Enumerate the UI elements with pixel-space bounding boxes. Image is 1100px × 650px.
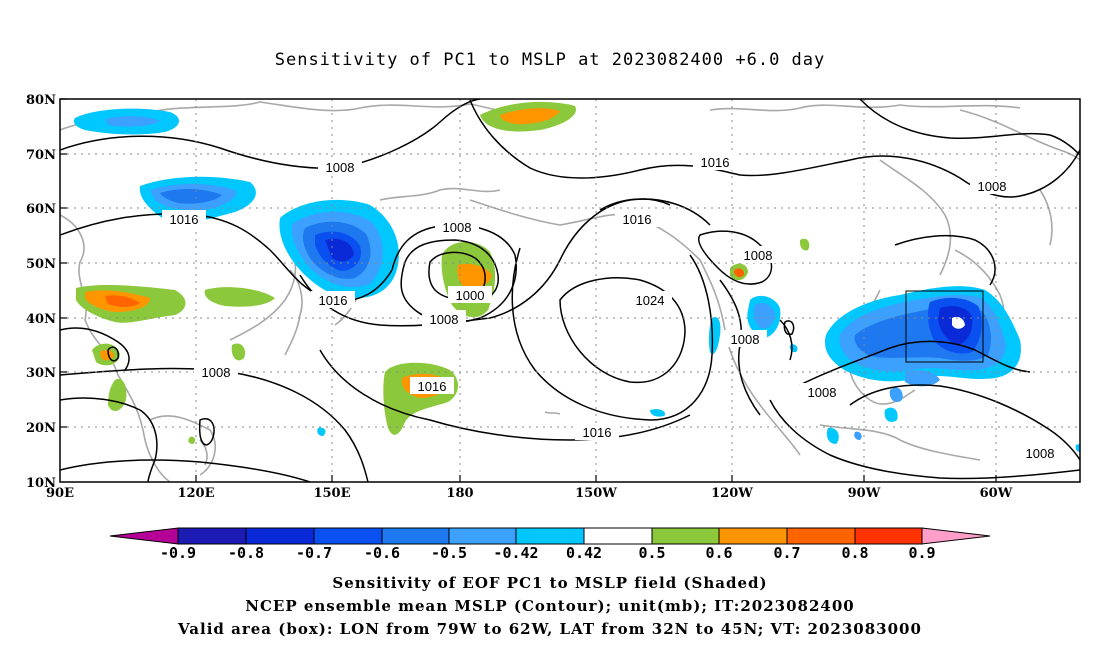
contour-label: 1008 bbox=[808, 385, 837, 400]
lon-label: 180 bbox=[446, 486, 473, 501]
contour-label: 1016 bbox=[418, 379, 447, 394]
caption-shading: Sensitivity of EOF PC1 to MSLP field (Sh… bbox=[332, 574, 768, 592]
colorbar-label: 0.8 bbox=[841, 544, 868, 562]
colorbar-label: 0.9 bbox=[908, 544, 935, 562]
lon-label: 150E bbox=[313, 486, 350, 501]
colorbar-label: -0.9 bbox=[160, 544, 196, 562]
colorbar-segment bbox=[718, 527, 788, 545]
lat-label: 20N bbox=[26, 421, 56, 436]
contour-label: 1008 bbox=[430, 312, 459, 327]
colorbar-label: -0.8 bbox=[228, 544, 264, 562]
lat-label: 60N bbox=[26, 202, 56, 217]
colorbar-label: 0.7 bbox=[773, 544, 800, 562]
caption-contour: NCEP ensemble mean MSLP (Contour); unit(… bbox=[245, 597, 855, 615]
contour-label: 1016 bbox=[701, 155, 730, 170]
contour-label: 1024 bbox=[636, 293, 665, 308]
axis-ticks bbox=[60, 98, 997, 482]
lon-label: 120E bbox=[177, 486, 214, 501]
figure-title: Sensitivity of PC1 to MSLP at 2023082400… bbox=[274, 50, 826, 70]
colorbar-segment bbox=[177, 527, 247, 545]
colorbar: -0.9 -0.8 -0.7 -0.6 -0.5 -0.42 0.42 0.5 … bbox=[109, 527, 991, 562]
colorbar-segment bbox=[786, 527, 856, 545]
contour-label: 1008 bbox=[1026, 446, 1055, 461]
colorbar-segment bbox=[448, 527, 517, 545]
colorbar-label: -0.5 bbox=[431, 544, 467, 562]
colorbar-segment bbox=[515, 527, 585, 545]
colorbar-end-right bbox=[921, 527, 991, 545]
contour-label: 1008 bbox=[202, 365, 231, 380]
colorbar-label: -0.42 bbox=[493, 544, 538, 562]
contour-label: 1008 bbox=[744, 248, 773, 263]
map-area: 1008 1016 1016 1008 1008 1016 1008 1016 … bbox=[60, 99, 1080, 482]
lat-label: 10N bbox=[26, 476, 56, 491]
colorbar-label: -0.6 bbox=[364, 544, 400, 562]
colorbar-label: 0.6 bbox=[705, 544, 732, 562]
contour-label: 1016 bbox=[623, 212, 652, 227]
colorbar-label: 0.42 bbox=[566, 544, 602, 562]
contour-label: 1008 bbox=[326, 160, 355, 175]
colorbar-segment bbox=[381, 527, 450, 545]
valid-area-box bbox=[905, 290, 984, 363]
colorbar-end-left bbox=[109, 527, 179, 545]
latitude-labels: 80N 70N 60N 50N 40N 30N 20N 10N bbox=[26, 93, 56, 491]
contour-label: 1016 bbox=[170, 212, 199, 227]
lat-label: 50N bbox=[26, 257, 56, 272]
map-frame bbox=[59, 98, 1081, 483]
longitude-labels: 90E 120E 150E 180 150W 120W 90W 60W bbox=[46, 486, 1013, 501]
contour-label: 1016 bbox=[583, 425, 612, 440]
colorbar-segment bbox=[651, 527, 720, 545]
contour-labels: 1008 1016 1016 1008 1008 1016 1008 1016 … bbox=[162, 153, 1062, 461]
colorbar-label: -0.7 bbox=[296, 544, 332, 562]
lat-label: 70N bbox=[26, 148, 56, 163]
lon-label: 120W bbox=[711, 486, 753, 501]
contour-label: 1000 bbox=[456, 288, 485, 303]
colorbar-segment bbox=[583, 527, 653, 545]
lat-label: 80N bbox=[26, 93, 56, 108]
caption-valid-area: Valid area (box): LON from 79W to 62W, L… bbox=[178, 620, 922, 638]
colorbar-segment bbox=[245, 527, 315, 545]
colorbar-segment bbox=[313, 527, 383, 545]
contour-label: 1008 bbox=[978, 179, 1007, 194]
lat-label: 30N bbox=[26, 366, 56, 381]
lon-label: 90E bbox=[46, 486, 74, 501]
lat-label: 40N bbox=[26, 312, 56, 327]
lon-label: 60W bbox=[980, 486, 1013, 501]
contour-label: 1008 bbox=[443, 220, 472, 235]
colorbar-segment bbox=[854, 527, 923, 545]
colorbar-label: 0.5 bbox=[638, 544, 665, 562]
lon-label: 150W bbox=[575, 486, 617, 501]
contour-label: 1008 bbox=[731, 332, 760, 347]
lon-label: 90W bbox=[848, 486, 881, 501]
contour-label: 1016 bbox=[319, 293, 348, 308]
